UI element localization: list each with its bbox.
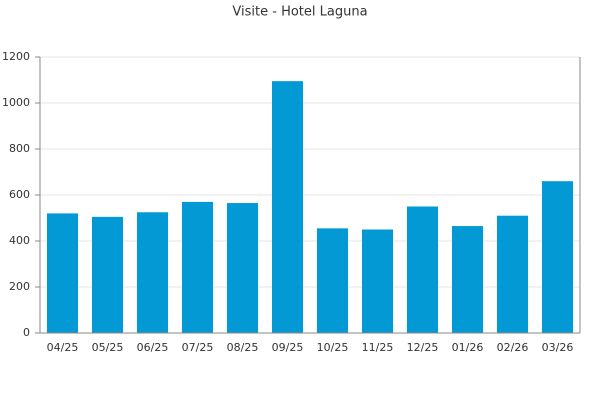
- bar: [46, 213, 79, 333]
- x-tick-label: 05/25: [92, 341, 124, 354]
- y-tick-label: 400: [9, 234, 30, 247]
- bar: [226, 203, 259, 333]
- bar: [451, 226, 484, 333]
- x-tick-label: 11/25: [362, 341, 394, 354]
- x-tick-label: 08/25: [227, 341, 259, 354]
- bar: [91, 216, 124, 333]
- x-tick-label: 04/25: [47, 341, 79, 354]
- x-tick-label: 06/25: [137, 341, 169, 354]
- bar: [496, 215, 529, 333]
- x-tick-label: 02/26: [497, 341, 529, 354]
- bar: [181, 201, 214, 333]
- x-tick-label: 10/25: [317, 341, 349, 354]
- bar: [271, 81, 304, 334]
- y-tick-label: 800: [9, 142, 30, 155]
- x-tick-label: 03/26: [542, 341, 574, 354]
- x-tick-label: 01/26: [452, 341, 484, 354]
- bar: [136, 212, 169, 333]
- x-tick-label: 12/25: [407, 341, 439, 354]
- y-tick-label: 1000: [2, 96, 30, 109]
- y-tick-label: 0: [23, 326, 30, 339]
- x-tick-label: 07/25: [182, 341, 214, 354]
- bar: [406, 206, 439, 333]
- bar: [541, 181, 574, 333]
- y-tick-label: 600: [9, 188, 30, 201]
- y-tick-label: 1200: [2, 50, 30, 63]
- bar: [316, 228, 349, 333]
- bar: [361, 229, 394, 333]
- y-tick-label: 200: [9, 280, 30, 293]
- chart-title: Visite - Hotel Laguna: [232, 5, 367, 20]
- x-tick-label: 09/25: [272, 341, 304, 354]
